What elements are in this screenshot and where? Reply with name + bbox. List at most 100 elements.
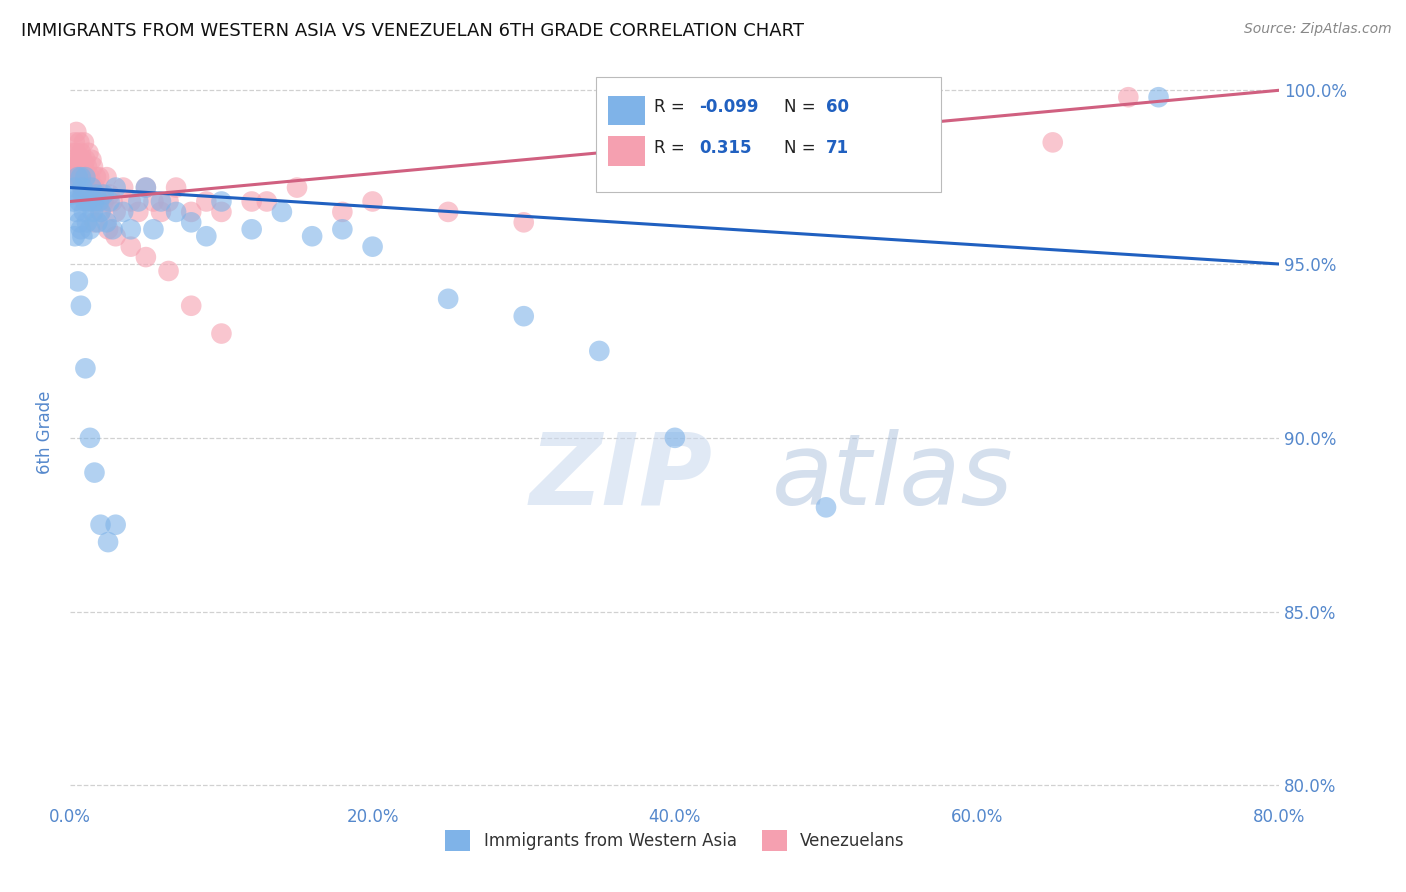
Point: [67, 170, 90, 185]
Point: [332, 205, 354, 219]
Point: [75, 170, 97, 185]
Point: [82, 205, 104, 219]
Point: [211, 194, 233, 209]
Point: [127, 205, 149, 219]
Point: [815, 500, 838, 515]
Point: [150, 205, 172, 219]
Point: [66, 274, 89, 288]
Point: [72, 180, 94, 194]
Point: [135, 180, 157, 194]
Point: [93, 194, 115, 209]
Point: [75, 170, 97, 185]
Point: [73, 205, 96, 219]
Point: [65, 125, 87, 139]
Point: [80, 180, 103, 194]
Point: [120, 240, 142, 254]
Point: [84, 187, 107, 202]
Point: [664, 431, 686, 445]
Point: [97, 535, 120, 549]
Point: [63, 229, 86, 244]
Point: [135, 180, 157, 194]
Point: [87, 194, 110, 209]
Point: [79, 431, 101, 445]
Point: [588, 343, 610, 358]
Point: [120, 194, 142, 209]
Point: [127, 194, 149, 209]
Point: [104, 517, 127, 532]
Point: [437, 205, 460, 219]
Point: [104, 180, 127, 194]
Point: [84, 170, 107, 185]
Point: [67, 194, 90, 209]
Point: [157, 264, 180, 278]
Point: [60, 170, 83, 185]
Point: [195, 194, 218, 209]
Point: [67, 160, 90, 174]
Point: [79, 170, 101, 185]
Point: [157, 194, 180, 209]
Point: [63, 160, 86, 174]
Point: [211, 326, 233, 341]
Point: [75, 180, 97, 194]
Point: [65, 205, 87, 219]
Point: [80, 153, 103, 167]
Text: 60: 60: [827, 98, 849, 116]
Point: [79, 222, 101, 236]
Point: [437, 292, 460, 306]
Point: [83, 466, 105, 480]
Point: [70, 170, 93, 185]
Text: N =: N =: [783, 138, 821, 157]
Point: [62, 145, 84, 160]
Point: [1116, 90, 1139, 104]
Point: [77, 145, 100, 160]
Point: [70, 222, 93, 236]
Point: [90, 205, 111, 219]
Point: [75, 153, 97, 167]
Text: -0.099: -0.099: [699, 98, 759, 116]
Point: [83, 180, 105, 194]
Point: [93, 187, 115, 202]
Point: [90, 205, 111, 219]
Point: [1147, 90, 1170, 104]
Text: 0.315: 0.315: [699, 138, 752, 157]
Point: [73, 187, 96, 202]
Point: [513, 309, 536, 323]
Point: [72, 229, 94, 244]
Point: [83, 215, 105, 229]
Point: [96, 215, 118, 229]
Point: [73, 160, 96, 174]
Point: [332, 222, 354, 236]
Point: [165, 205, 187, 219]
Point: [142, 194, 165, 209]
Text: 71: 71: [827, 138, 849, 157]
Point: [72, 180, 94, 194]
Point: [63, 180, 86, 194]
Point: [70, 145, 93, 160]
Point: [90, 187, 111, 202]
Point: [240, 194, 263, 209]
Point: [70, 299, 93, 313]
Point: [60, 187, 83, 202]
Text: IMMIGRANTS FROM WESTERN ASIA VS VENEZUELAN 6TH GRADE CORRELATION CHART: IMMIGRANTS FROM WESTERN ASIA VS VENEZUEL…: [21, 22, 804, 40]
Point: [256, 194, 278, 209]
Point: [104, 229, 127, 244]
Text: R =: R =: [654, 98, 690, 116]
Text: R =: R =: [654, 138, 690, 157]
Point: [87, 170, 110, 185]
Point: [361, 194, 384, 209]
Point: [890, 153, 912, 167]
Point: [361, 240, 384, 254]
Point: [83, 194, 105, 209]
Point: [815, 160, 838, 174]
Point: [142, 222, 165, 236]
Point: [270, 205, 294, 219]
Point: [97, 222, 120, 236]
Text: atlas: atlas: [772, 428, 1014, 525]
Point: [62, 194, 84, 209]
Point: [165, 180, 187, 194]
FancyBboxPatch shape: [596, 78, 941, 192]
Legend: Immigrants from Western Asia, Venezuelans: Immigrants from Western Asia, Venezuelan…: [439, 823, 911, 857]
Point: [79, 194, 101, 209]
Point: [66, 153, 89, 167]
Point: [285, 180, 308, 194]
